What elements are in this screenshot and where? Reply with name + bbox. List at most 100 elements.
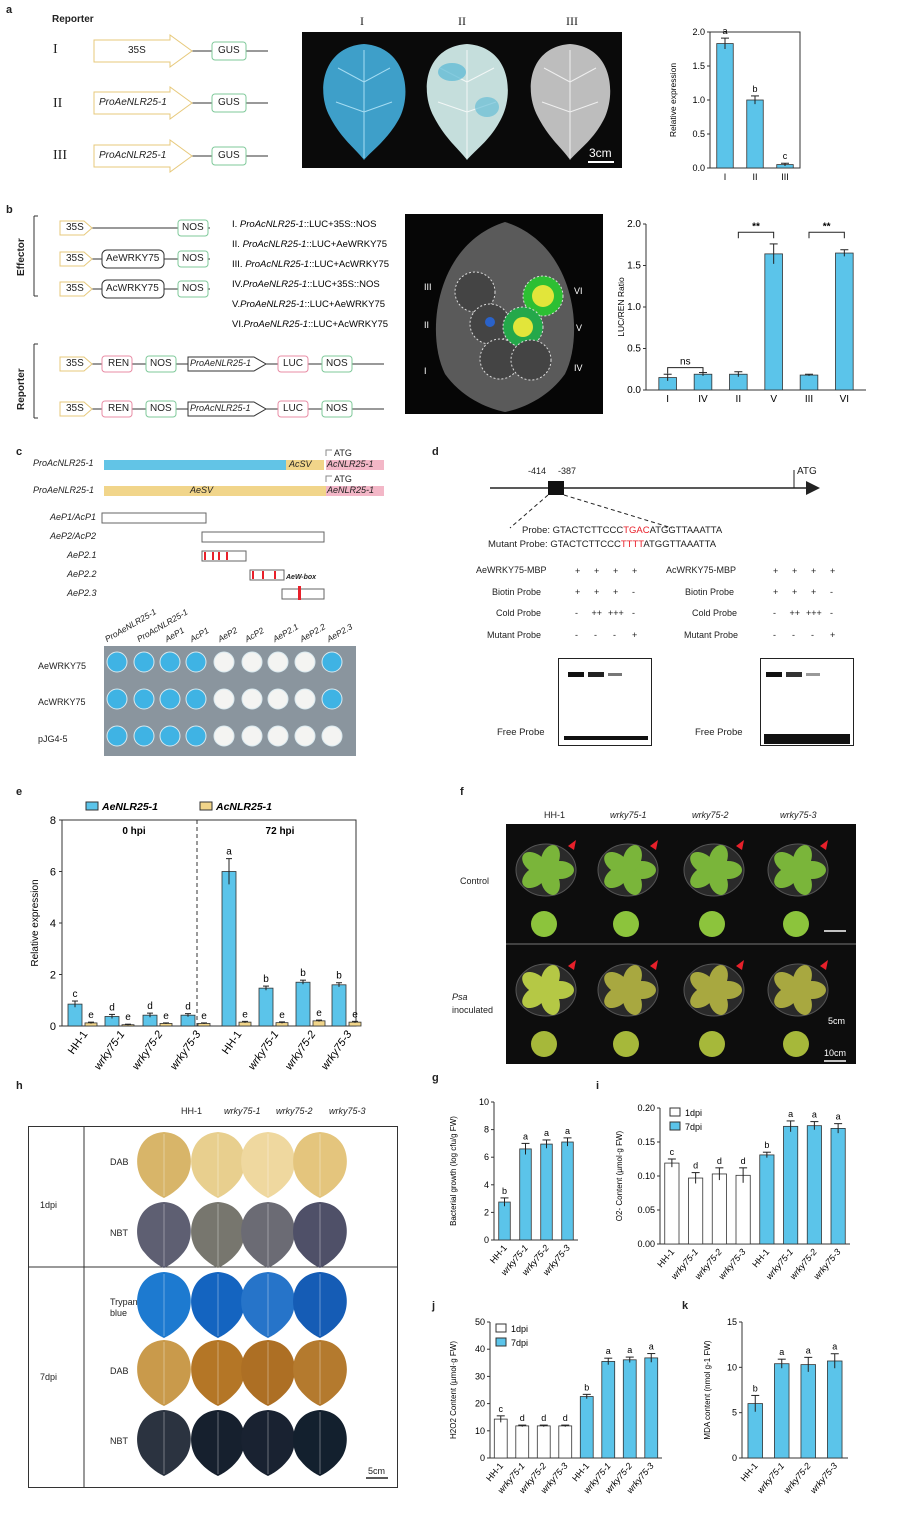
chart-e: 0 2 4 6 8 Relative expression 0 hpi 72 hpi AeNLR… [30,801,362,1072]
significance-letter: e [163,1011,169,1022]
significance-letter: a [806,1345,811,1355]
significance-letter: e [125,1012,131,1023]
f-row-control: Control [460,876,490,886]
y-tick-label: 2.0 [692,27,705,37]
promoter-ac: ProAcNLR25-1 [99,150,167,161]
bar [515,1425,530,1459]
y-tick-label: 0.5 [692,129,705,139]
emsa-sign: - [613,630,616,640]
stained-leaf [293,1410,347,1476]
y-axis-label: LUC/REN Ratio [616,277,626,337]
x-tick-label: wrky75-1 [246,1029,281,1072]
y-axis-label: Bacterial growth (log cfu/g FW) [449,1116,458,1226]
y-tick-label: 4 [484,1180,489,1190]
x-tick-label: VI [840,394,849,405]
stained-leaf [293,1272,347,1338]
y1h-row-1: AeWRKY75 [38,661,87,671]
legend-label: 1dpi [685,1108,702,1118]
scale-5cm: 5cm [828,1016,846,1026]
significance-letter: b [336,971,342,982]
emsa-sign: + [773,587,779,597]
red-arrow [650,840,658,850]
mutant-probe-seq: Mutant Probe: GTACTCTTCCCTTTTATGGTTAAATT… [488,539,717,550]
stained-leaf [293,1132,347,1198]
significance-letter: b [752,84,757,94]
y-axis-label: Relative expression [30,879,41,966]
significance-letter: c [73,989,78,1000]
emsa-sign: + [811,566,817,576]
emsa-sign: - [773,608,776,618]
construct-2 [93,86,268,120]
bar [622,1359,637,1459]
significance-letter: b [300,968,306,979]
bar [747,1403,763,1459]
rep1-g2: LUC [283,358,304,369]
yeast-spot [294,688,316,710]
leaf-label-III: III [424,282,432,292]
x-tick-label: I [724,172,727,182]
emsa-sign: - [632,608,635,618]
bar [693,373,713,391]
bar [799,374,819,391]
leaf-disc [783,1031,809,1057]
significance-letter: e [352,1009,358,1020]
significance-letter: d [693,1161,698,1171]
gus-constructs [93,34,268,173]
eff1-promoter: 35S [66,222,84,233]
free-probe-2: Free Probe [695,727,743,738]
bar [295,981,311,1027]
promoter-ae: ProAeNLR25-1 [99,97,167,108]
chart-a: 0.0 0.5 1.0 1.5 2.0 Relative expression a Ib II c… [668,26,801,182]
combo-5: V.ProAeNLR25-1::LUC+AeWRKY75 [232,299,386,310]
panel-label-h: h [16,1080,23,1092]
bar [579,1396,594,1459]
panel-label-f: f [460,786,464,798]
y-tick-label: 8 [50,815,56,827]
construct-3 [93,139,268,173]
x-tick-label: HH-1 [220,1029,245,1057]
f-col-4: wrky75-3 [780,810,817,820]
eff3-gene: AcWRKY75 [106,283,159,294]
emsa2-row-mutant: Mutant Probe [684,630,739,640]
fragment-2: AeP2/AcP2 [50,531,97,541]
h-stain-blue: blue [110,1308,128,1318]
significance-letter: c [499,1404,504,1414]
combo-4: IV.ProAeNLR25-1::LUC+35S::NOS [232,279,380,290]
emsa2-row-cold: Cold Probe [692,608,738,618]
red-arrow [736,960,744,970]
emsa2-row-biotin: Biotin Probe [685,587,735,597]
legend-swatch [669,1121,681,1131]
significance-letter: d [563,1413,568,1423]
leaf-label-VI: VI [574,286,583,296]
emsa-sign: - [811,630,814,640]
bar [827,1360,843,1459]
fragment-3: AeP2.1 [67,550,97,560]
f-col-2: wrky75-1 [610,810,647,820]
x-tick-label: wrky75-1 [755,1461,786,1495]
plant-leaf [792,964,812,993]
emsa-sign: + [773,566,779,576]
stained-leaf [191,1410,245,1476]
y-axis-label: Relative expression [668,63,678,137]
legend-swatch [85,801,99,811]
yeast-spot [321,725,343,747]
rep2-t2: NOS [326,403,348,414]
y-tick-label: 0 [50,1021,56,1033]
bar [783,1125,799,1245]
yeast-spot [185,651,207,673]
emsa-sign: + [632,630,638,640]
stained-leaf [241,1132,295,1198]
emsa-sign: + [575,587,581,597]
significance-letter: a [812,1110,817,1120]
combo-1: I. ProAcNLR25-1::LUC+35S::NOS [232,219,377,230]
yeast-spot [185,725,207,747]
stained-leaf [191,1340,245,1406]
significance-mark: ** [752,221,760,232]
rep2-p1: 35S [66,403,84,414]
y-tick-label: 1.0 [692,95,705,105]
bar [711,1173,727,1245]
significance-letter: b [502,1186,507,1196]
plant-leaf [690,851,716,874]
significance-letter: a [544,1128,549,1138]
y-tick-label: 6 [50,867,56,879]
